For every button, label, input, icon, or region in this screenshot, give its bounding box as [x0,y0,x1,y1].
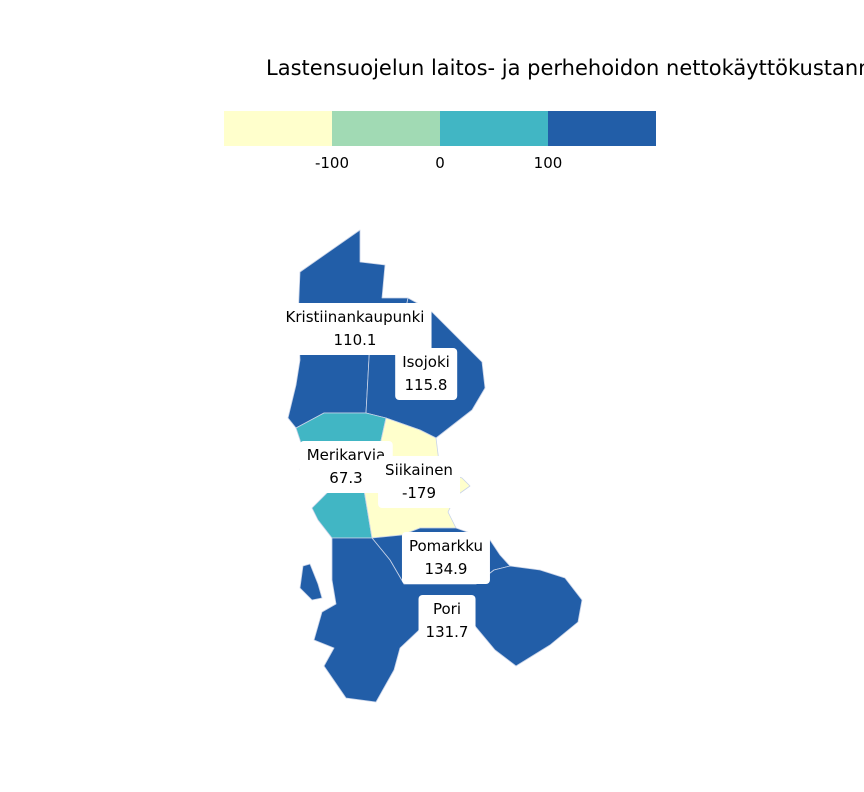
region-value: 110.1 [333,331,377,349]
legend-swatch-1 [224,111,332,146]
label-isojoki: Isojoki 115.8 [395,348,457,400]
region-name: Pomarkku [408,537,484,555]
region-name: Pori [432,600,462,618]
region-value: -179 [401,484,437,502]
region-value: 134.9 [424,560,468,578]
legend-tick: 100 [533,154,563,172]
legend-tick: 0 [435,154,445,172]
color-legend [224,111,656,146]
region-name: Siikainen [385,461,453,479]
region-value: 131.7 [425,623,469,641]
label-siikainen: Siikainen -179 [378,456,460,508]
region-name: Merikarvia [306,446,386,464]
region-value: 115.8 [404,376,448,394]
legend-swatch-3 [440,111,548,146]
region-name: Isojoki [402,353,450,371]
legend-tick: -100 [314,154,350,172]
region-pori-island [299,563,323,601]
region-name: Kristiinankaupunki [285,308,425,326]
label-merikarvia: Merikarvia 67.3 [299,441,393,493]
label-pomarkku: Pomarkku 134.9 [401,532,491,584]
legend-swatch-2 [332,111,440,146]
legend-swatch-4 [548,111,656,146]
region-value: 67.3 [329,469,363,487]
label-pori: Pori 131.7 [418,595,476,647]
map-title: Lastensuojelun laitos- ja perhehoidon ne… [266,56,864,80]
label-kristiinankaupunki: Kristiinankaupunki 110.1 [278,303,432,355]
